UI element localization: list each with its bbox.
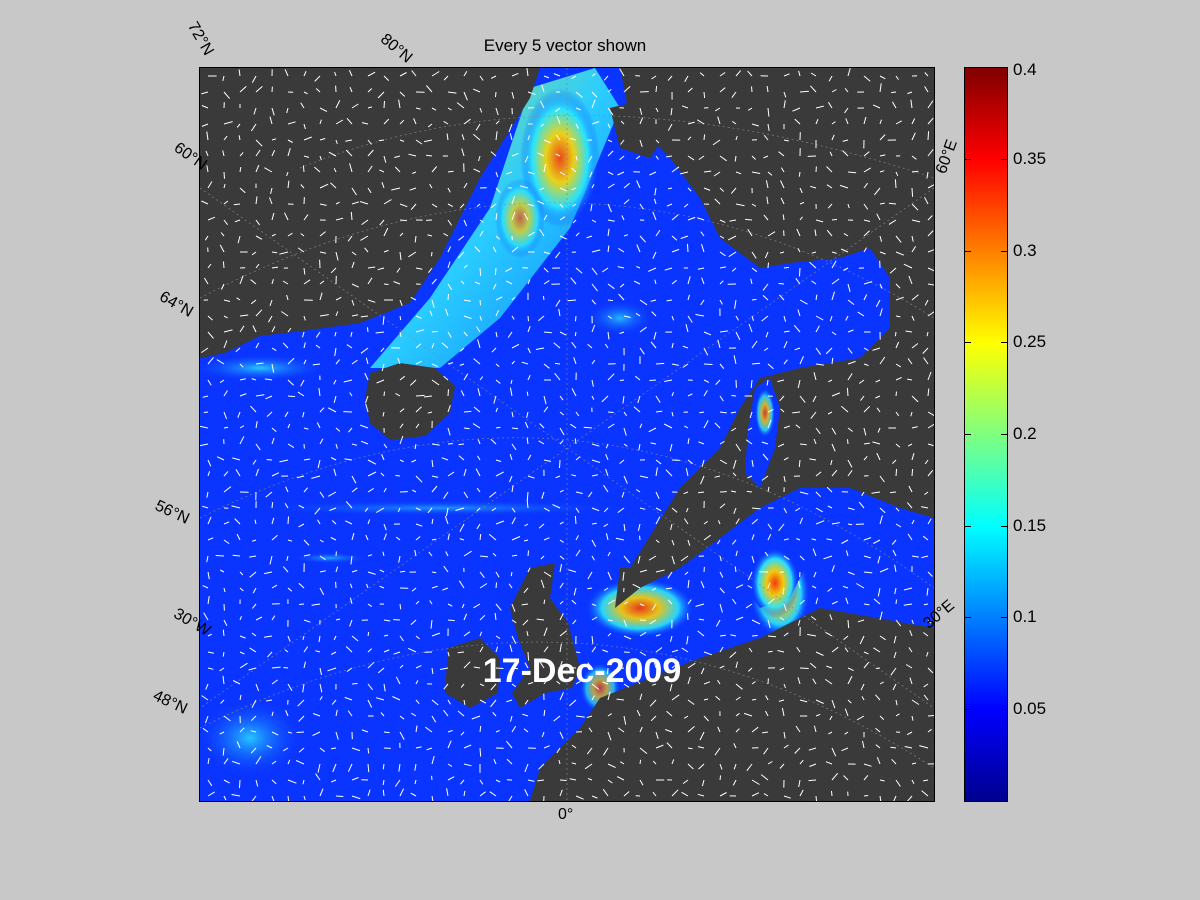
colorbar-tick-label: 0.15 [1013, 516, 1047, 535]
baltic-highlight [751, 548, 799, 618]
colorbar-tick-label: 0.35 [1013, 149, 1047, 168]
lat-label-64n: 64°N [156, 288, 196, 321]
colorbar-tick-label: 0.1 [1013, 607, 1037, 626]
current-vectors [200, 68, 934, 801]
map-canvas [200, 68, 934, 801]
lat-label-80n: 80°N [377, 30, 416, 67]
colorbar [964, 67, 1008, 802]
colorbar-tick-label: 0.2 [1013, 424, 1037, 443]
date-label: 17-Dec-2009 [482, 652, 682, 690]
lat-label-56n: 56°N [152, 497, 192, 528]
bothnia-highlight [755, 388, 775, 438]
lon-label-0: 0° [558, 806, 574, 823]
land [200, 68, 934, 801]
map-title: Every 5 vector shown [483, 36, 647, 55]
lat-label-72n: 72°N [184, 19, 217, 59]
graticule [200, 68, 934, 801]
lon-label-60e: 60°E [933, 137, 961, 177]
colorbar-tick-label: 0.25 [1013, 332, 1047, 351]
colorbar-tick-label: 0.05 [1013, 699, 1047, 718]
colorbar-tick-label: 0.3 [1013, 241, 1037, 260]
colorbar-tick-label: 0.4 [1013, 60, 1037, 79]
current-speed-map [199, 67, 935, 802]
lat-label-48n: 48°N [150, 687, 190, 718]
